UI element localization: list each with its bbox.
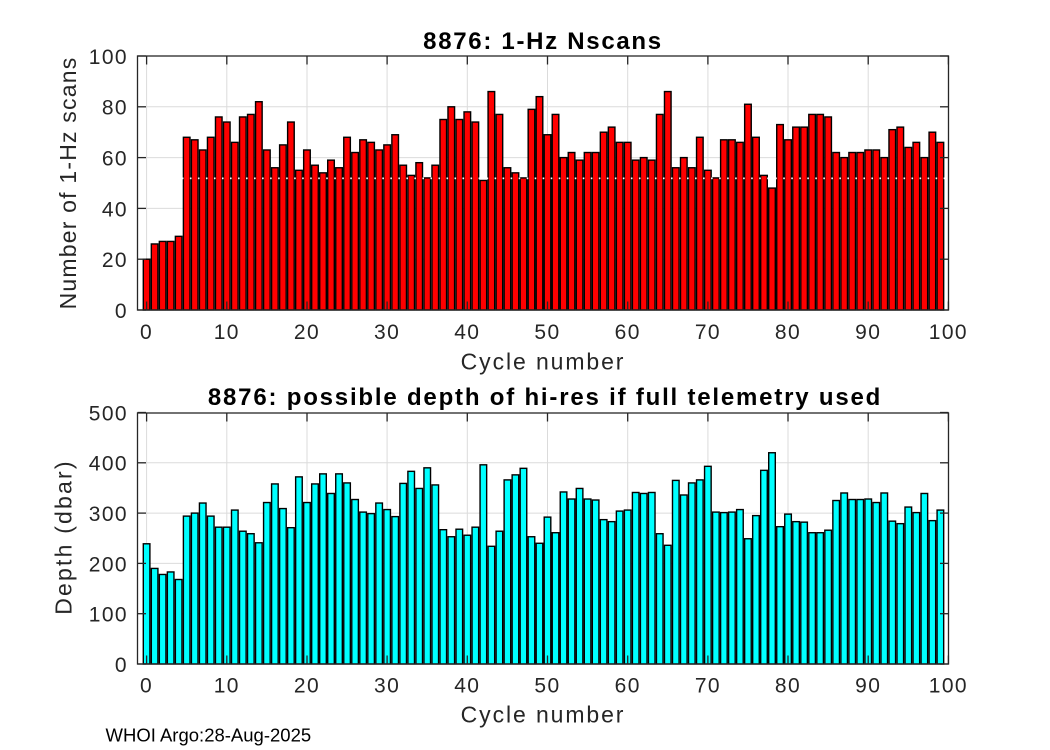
svg-text:10: 10	[214, 674, 240, 697]
svg-text:0: 0	[140, 321, 153, 344]
svg-text:20: 20	[294, 674, 320, 697]
svg-text:40: 40	[454, 674, 480, 697]
svg-text:30: 30	[374, 321, 400, 344]
svg-text:WHOI Argo:28-Aug-2025: WHOI Argo:28-Aug-2025	[106, 725, 312, 746]
svg-text:100: 100	[89, 46, 128, 69]
svg-text:0: 0	[115, 654, 128, 677]
svg-text:8876: possible depth of hi-res: 8876: possible depth of hi-res if full t…	[208, 384, 882, 411]
svg-text:50: 50	[534, 321, 560, 344]
svg-text:80: 80	[102, 97, 128, 120]
svg-text:90: 90	[855, 321, 881, 344]
svg-text:100: 100	[929, 674, 968, 697]
svg-text:40: 40	[102, 198, 128, 221]
svg-text:30: 30	[374, 674, 400, 697]
svg-text:10: 10	[214, 321, 240, 344]
svg-text:60: 60	[615, 321, 641, 344]
svg-text:40: 40	[454, 321, 480, 344]
svg-text:Number of 1-Hz scans: Number of 1-Hz scans	[55, 57, 81, 310]
svg-text:500: 500	[89, 402, 128, 425]
svg-text:Depth (dbar): Depth (dbar)	[51, 459, 77, 615]
svg-text:70: 70	[695, 674, 721, 697]
svg-text:100: 100	[929, 321, 968, 344]
svg-text:20: 20	[294, 321, 320, 344]
svg-text:400: 400	[89, 453, 128, 476]
svg-text:50: 50	[534, 674, 560, 697]
svg-text:60: 60	[615, 674, 641, 697]
svg-text:0: 0	[140, 674, 153, 697]
svg-text:200: 200	[89, 553, 128, 576]
svg-text:300: 300	[89, 503, 128, 526]
svg-text:60: 60	[102, 148, 128, 171]
svg-text:0: 0	[115, 300, 128, 323]
svg-text:90: 90	[855, 674, 881, 697]
svg-text:100: 100	[89, 604, 128, 627]
svg-text:Cycle number: Cycle number	[461, 702, 626, 728]
svg-text:8876: 1-Hz Nscans: 8876: 1-Hz Nscans	[423, 28, 663, 55]
svg-text:80: 80	[775, 321, 801, 344]
svg-text:70: 70	[695, 321, 721, 344]
svg-text:Cycle number: Cycle number	[461, 349, 626, 375]
svg-text:80: 80	[775, 674, 801, 697]
svg-text:20: 20	[102, 249, 128, 272]
